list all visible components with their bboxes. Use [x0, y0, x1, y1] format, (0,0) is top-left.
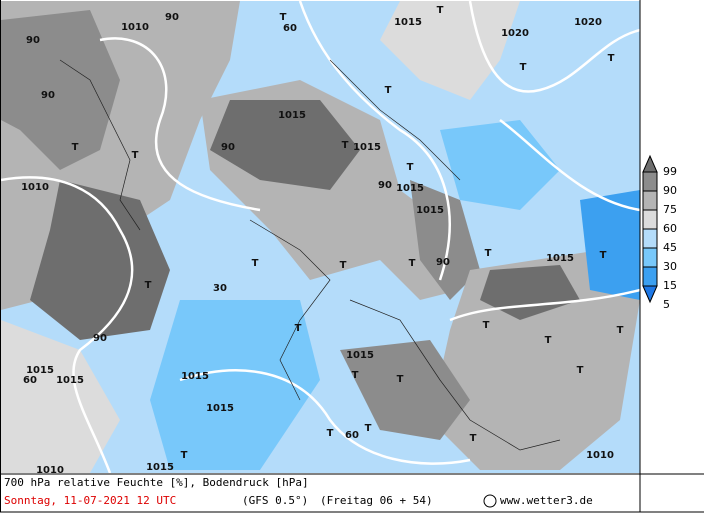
- map-label: T: [577, 365, 584, 376]
- map-label: T: [340, 260, 347, 271]
- map-label: 90: [41, 90, 55, 101]
- map-label: 1015: [353, 142, 381, 153]
- map-label: T: [280, 12, 287, 23]
- humid-area: [430, 250, 640, 470]
- map-label: T: [470, 433, 477, 444]
- map-label: T: [145, 280, 152, 291]
- legend-arrow-bottom: [642, 285, 658, 304]
- map-label: T: [181, 450, 188, 461]
- legend-swatch: [642, 247, 658, 268]
- map-label: 60: [345, 430, 359, 441]
- map-labels: 1010 90 T 1015 T 1020 1020 T T 90 90 T 1015 T 1015 T 90 1…: [21, 5, 624, 476]
- legend-swatch: [642, 190, 658, 211]
- dry-area: [580, 190, 640, 300]
- map-label: 1015: [181, 371, 209, 382]
- map-label: T: [327, 428, 334, 439]
- map: [0, 0, 641, 474]
- dry-area: [150, 300, 320, 470]
- map-label: T: [132, 150, 139, 161]
- coastlines: [59, 59, 561, 451]
- footer-date: Sonntag, 11-07-2021 12 UTC: [4, 494, 176, 507]
- map-label: T: [72, 142, 79, 153]
- humid-area: [210, 100, 360, 190]
- legend-tick-label: 90: [663, 184, 677, 197]
- dry-area: [440, 120, 560, 210]
- legend-swatch: [642, 228, 658, 249]
- map-label: 90: [165, 12, 179, 23]
- map-label: 90: [93, 333, 107, 344]
- map-label: 1015: [146, 462, 174, 473]
- map-label: T: [352, 370, 359, 381]
- dry-area: [380, 1, 520, 100]
- map-label: T: [409, 258, 416, 269]
- map-label: T: [295, 323, 302, 334]
- humid-area: [410, 180, 480, 300]
- map-label: T: [365, 423, 372, 434]
- map-label: 1020: [574, 17, 602, 28]
- map-label: T: [520, 62, 527, 73]
- map-label: 1015: [206, 403, 234, 414]
- map-label: 1015: [278, 110, 306, 121]
- footer-credit: www.wetter3.de: [500, 494, 593, 507]
- map-label: T: [608, 53, 615, 64]
- copyright-icon: [483, 494, 497, 508]
- map-label: 1015: [56, 375, 84, 386]
- map-label: 1010: [121, 22, 149, 33]
- map-label: 1020: [501, 28, 529, 39]
- map-label: T: [397, 374, 404, 385]
- legend-tick-label: 15: [663, 279, 677, 292]
- map-label: T: [483, 320, 490, 331]
- map-label: 90: [378, 180, 392, 191]
- footer-model: (GFS 0.5°): [242, 494, 308, 507]
- map-label: 1015: [416, 205, 444, 216]
- isobars: [0, 0, 641, 474]
- map-label: 30: [213, 283, 227, 294]
- map-label: 60: [23, 375, 37, 386]
- map-label: 1015: [546, 253, 574, 264]
- legend-swatch: [642, 209, 658, 230]
- map-label: 1010: [36, 465, 64, 476]
- map-label: T: [617, 325, 624, 336]
- map-label: T: [437, 5, 444, 16]
- humid-area: [480, 265, 580, 320]
- map-label: T: [600, 250, 607, 261]
- humid-area: [1, 320, 120, 473]
- humid-area: [30, 180, 170, 340]
- map-label: T: [385, 85, 392, 96]
- map-label: 1010: [586, 450, 614, 461]
- map-label: 1015: [26, 365, 54, 376]
- map-label: 1015: [396, 183, 424, 194]
- map-label: 1010: [21, 182, 49, 193]
- map-label: 90: [436, 257, 450, 268]
- legend-tick-label: 5: [663, 298, 670, 311]
- map-label: 60: [283, 23, 297, 34]
- footer-title: 700 hPa relative Feuchte [%], Bodendruck…: [4, 476, 309, 489]
- map-label: T: [545, 335, 552, 346]
- map-label: 90: [26, 35, 40, 46]
- legend-tick-label: 75: [663, 203, 677, 216]
- map-label: 1015: [394, 17, 422, 28]
- humid-area: [1, 10, 120, 170]
- legend-tick-label: 99: [663, 165, 677, 178]
- legend-tick-label: 30: [663, 260, 677, 273]
- legend-swatch: [642, 266, 658, 287]
- map-label: T: [485, 248, 492, 259]
- legend-tick-label: 45: [663, 241, 677, 254]
- legend-tick-label: 60: [663, 222, 677, 235]
- map-label: T: [252, 258, 259, 269]
- map-label: T: [342, 140, 349, 151]
- legend-swatch: [642, 171, 658, 192]
- footer-run: (Freitag 06 + 54): [320, 494, 433, 507]
- map-label: 90: [221, 142, 235, 153]
- map-label: T: [407, 162, 414, 173]
- humid-area: [340, 340, 470, 440]
- map-label: 1015: [346, 350, 374, 361]
- legend: 99 90 75 60 45 30 15 5: [642, 154, 677, 311]
